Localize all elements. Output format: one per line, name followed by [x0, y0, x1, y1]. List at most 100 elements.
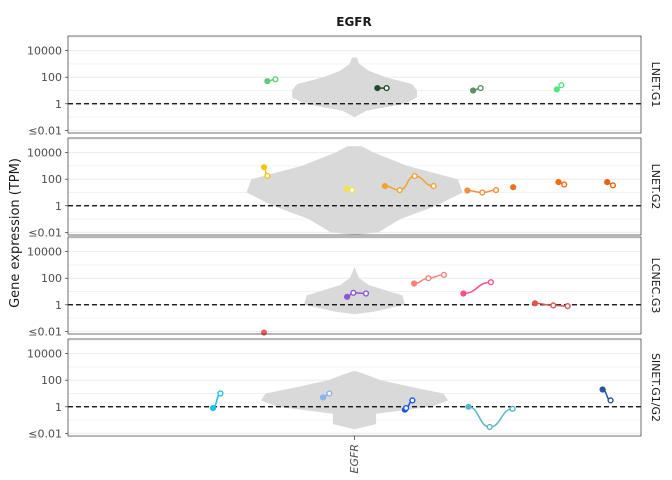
sample-series [343, 185, 356, 194]
y-tick-label: ≤0.01 [28, 226, 62, 239]
sample-series [209, 390, 224, 412]
sample-series [319, 390, 333, 401]
violin-shape [260, 370, 449, 430]
sample-point-open [487, 279, 495, 286]
sample-point-filled [374, 84, 381, 92]
sample-point-open [509, 405, 516, 412]
sample-point-filled [470, 87, 477, 94]
facet-label: LCNEC.G3 [649, 258, 662, 314]
sample-point-filled [381, 183, 389, 190]
sample-point-filled [510, 184, 517, 191]
sample-point-open [425, 275, 432, 282]
sample-point-open [430, 183, 437, 190]
sample-point-filled [604, 179, 611, 186]
facet-label: LNET.G2 [649, 164, 662, 210]
sample-point-filled [553, 86, 560, 93]
y-tick-label: 1 [55, 200, 62, 213]
y-tick-label: 10000 [27, 45, 62, 58]
sample-point-open [350, 289, 357, 296]
sample-series [531, 300, 571, 310]
sample-point-open [564, 303, 571, 310]
facet-label: LNET.G1 [649, 62, 662, 108]
panel-border [67, 137, 642, 236]
sample-series [599, 386, 614, 404]
sample-point-open [396, 187, 403, 194]
y-tick-label: 1 [55, 401, 62, 414]
sample-point-open [349, 187, 356, 194]
sample-point-filled [464, 187, 471, 194]
sample-series [460, 279, 495, 297]
sample-point-open [609, 182, 617, 189]
y-tick-label: 100 [41, 71, 62, 84]
facet-panels: ≤0.01 1 100 10000 LNET.G1 ≤0.01 1 100 10000 LNET.… [27, 35, 662, 440]
y-tick-label: 100 [41, 173, 62, 186]
sample-point-filled [319, 394, 327, 401]
sample-point-open [492, 187, 500, 194]
panel-lnet-g1: ≤0.01 1 100 10000 LNET.G1 [27, 35, 662, 137]
y-tick-label: 10000 [27, 348, 62, 361]
y-tick-label: ≤0.01 [28, 427, 62, 440]
panel-lcnec-g3: ≤0.01 1 100 10000 LCNEC.G3 [27, 236, 662, 338]
sample-series [510, 184, 517, 191]
y-tick-label: 1 [55, 98, 62, 111]
sample-point-open [362, 290, 370, 297]
sample-series [260, 164, 271, 179]
sample-series [470, 84, 484, 94]
sample-series [411, 271, 448, 287]
y-axis-title: Gene expression (TPM) [8, 158, 23, 308]
sample-point-open [272, 76, 279, 83]
sample-series [374, 84, 390, 92]
sample-point-filled [465, 403, 472, 410]
panel-lnet-g2: ≤0.01 1 100 10000 LNET.G2 [27, 137, 662, 239]
sample-point-filled [531, 300, 539, 307]
sample-point-open [486, 423, 493, 431]
y-tick-label: 100 [41, 272, 62, 285]
y-tick-label: 10000 [27, 147, 62, 160]
violin-shape [292, 57, 417, 118]
y-tick-label: 10000 [27, 246, 62, 259]
facet-label: SINET.G1/G2 [649, 353, 662, 422]
sample-point-filled [460, 290, 467, 297]
sample-point-open [550, 302, 557, 309]
y-tick-label: 1 [55, 299, 62, 312]
sample-point-filled [411, 280, 418, 287]
sample-point-open [479, 189, 486, 196]
sample-point-filled [343, 185, 350, 192]
sample-series [381, 173, 437, 194]
sample-point-open [607, 397, 614, 404]
sample-point-open [409, 397, 416, 404]
sample-point-open [326, 390, 333, 397]
sample-point-open [477, 84, 484, 92]
panel-border [67, 35, 642, 134]
sample-series [555, 179, 568, 188]
sample-point-filled [555, 179, 562, 186]
sample-series [264, 76, 279, 85]
sample-series [401, 397, 416, 413]
sample-series [464, 187, 500, 196]
sample-point-filled [344, 293, 351, 300]
sample-series [604, 179, 617, 189]
sample-point-filled [599, 386, 606, 393]
panel-sinet-g1-g2: ≤0.01 1 100 10000 SINET.G1/G2 [27, 338, 662, 440]
y-tick-label: ≤0.01 [28, 325, 62, 338]
sample-series [465, 403, 516, 431]
sample-point-open [217, 390, 224, 397]
sample-point-open [403, 405, 410, 412]
sample-point-open [383, 84, 390, 92]
sample-point-filled [260, 164, 268, 171]
sample-series [344, 289, 370, 300]
sample-line [384, 175, 434, 191]
x-tick-label: EGFR [348, 444, 361, 473]
y-tick-label: 100 [41, 374, 62, 387]
sample-point-open [558, 82, 565, 89]
sample-point-open [440, 271, 448, 278]
sample-series [553, 82, 565, 93]
sample-point-open [411, 173, 418, 180]
panel-border [67, 236, 642, 335]
y-tick-label: ≤0.01 [28, 124, 62, 137]
chart-title: EGFR [336, 15, 371, 29]
sample-point-filled [264, 78, 271, 85]
sample-point-open [264, 172, 271, 179]
sample-point-filled [209, 405, 217, 412]
